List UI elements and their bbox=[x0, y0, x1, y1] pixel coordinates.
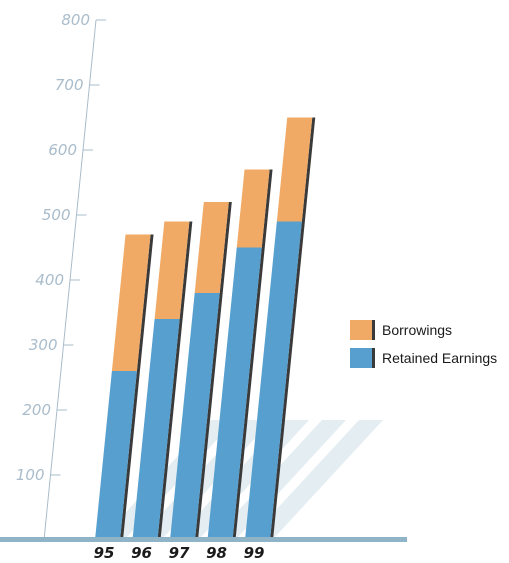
bar-segment bbox=[154, 221, 190, 319]
bar-side bbox=[120, 371, 140, 540]
floor-shadow bbox=[251, 420, 383, 537]
y-tick-label: 100 bbox=[16, 466, 45, 484]
legend-swatch bbox=[350, 320, 372, 340]
floor-shadow bbox=[214, 420, 346, 537]
y-tick-label: 800 bbox=[61, 11, 90, 29]
x-tick-label: 99 bbox=[244, 544, 265, 562]
legend-label: Retained Earnings bbox=[382, 350, 497, 366]
legend-swatch-side bbox=[372, 320, 375, 340]
bar-segment bbox=[170, 293, 220, 540]
y-tick-label: 600 bbox=[48, 141, 77, 159]
bar-side bbox=[270, 221, 305, 540]
bar-side bbox=[157, 319, 183, 540]
y-tick-label: 400 bbox=[35, 271, 64, 289]
bar-segment bbox=[245, 221, 302, 540]
x-tick-label: 96 bbox=[131, 544, 152, 562]
y-axis-ticks: 100 200 300 400 500 600 700 800 bbox=[16, 11, 106, 484]
bar-side bbox=[136, 234, 154, 371]
bar-segment bbox=[236, 169, 270, 248]
y-tick-label: 300 bbox=[29, 336, 58, 354]
bar-side bbox=[261, 169, 273, 248]
bar-segment bbox=[132, 319, 180, 540]
bar-side bbox=[179, 221, 193, 319]
x-tick-label: 95 bbox=[94, 544, 115, 562]
bar-side bbox=[301, 117, 316, 222]
x-tick-label: 97 bbox=[169, 544, 190, 562]
bar-side bbox=[195, 293, 223, 540]
legend-label: Borrowings bbox=[382, 322, 452, 338]
legend-swatch bbox=[350, 348, 372, 368]
x-axis-ticks: 95 96 97 98 99 bbox=[94, 544, 265, 562]
y-tick-label: 700 bbox=[55, 76, 84, 94]
bar-side bbox=[232, 247, 265, 540]
bar-segment bbox=[276, 117, 313, 222]
bar-segment bbox=[95, 371, 137, 540]
bars bbox=[95, 117, 316, 540]
x-axis-baseline bbox=[0, 537, 407, 542]
bar-segment bbox=[207, 247, 262, 540]
legend-swatch-side bbox=[372, 348, 375, 368]
bar-segment bbox=[194, 202, 229, 293]
y-tick-label: 200 bbox=[22, 401, 51, 419]
bar-segment bbox=[111, 234, 151, 371]
x-tick-label: 98 bbox=[206, 544, 227, 562]
y-tick-label: 500 bbox=[42, 206, 71, 224]
bar-side bbox=[219, 202, 232, 293]
legend: Borrowings Retained Earnings bbox=[350, 320, 497, 368]
